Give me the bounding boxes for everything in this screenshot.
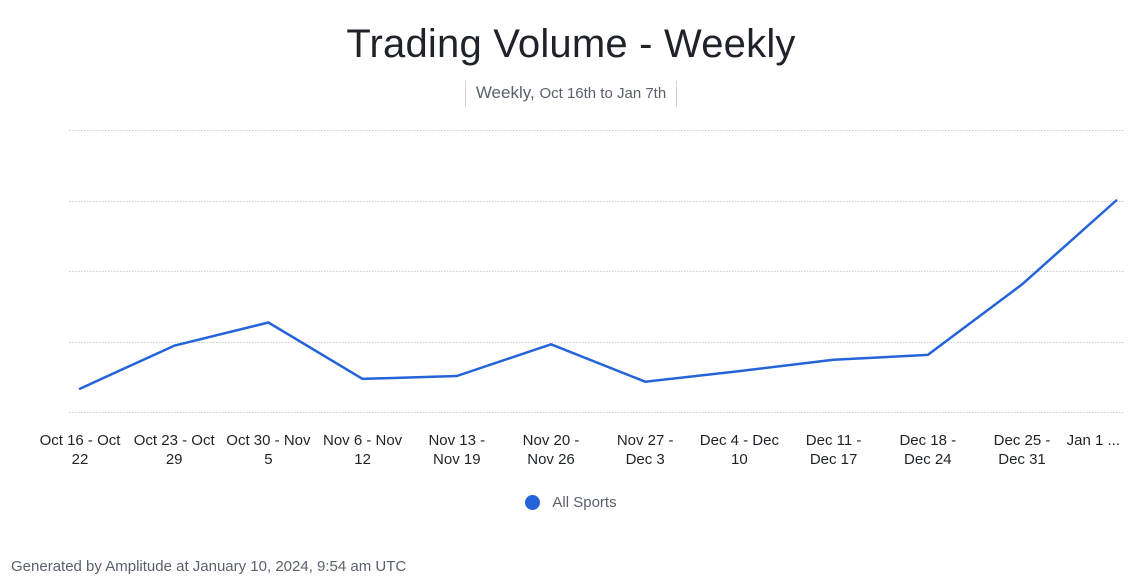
subtitle-wrapper: Weekly, Oct 16th to Jan 7th xyxy=(0,81,1142,107)
legend-marker-icon xyxy=(525,495,541,510)
x-tick-label-1: Oct 23 - Oct 29 xyxy=(134,432,216,468)
data-point-0[interactable] xyxy=(75,384,85,394)
data-point-5[interactable] xyxy=(546,339,556,349)
data-point-2[interactable] xyxy=(263,318,273,328)
chart-title: Trading Volume - Weekly xyxy=(346,22,796,66)
x-tick-label-8: Dec 11 -Dec 17 xyxy=(806,432,862,468)
x-tick-label-7: Dec 4 - Dec 10 xyxy=(700,432,780,468)
chart-legend: All Sports xyxy=(0,494,1142,514)
x-tick-label-2: Oct 30 - Nov 5 xyxy=(226,432,311,468)
subtitle-granularity: Weekly, xyxy=(475,83,535,102)
legend-label: All Sports xyxy=(552,494,617,511)
series-lines xyxy=(75,196,1121,394)
data-point-9[interactable] xyxy=(923,350,933,360)
data-point-10[interactable] xyxy=(1017,279,1027,289)
x-tick-label-11: Jan 1 ... xyxy=(1067,432,1120,449)
x-tick-label-3: Nov 6 - Nov 12 xyxy=(323,432,403,468)
data-point-3[interactable] xyxy=(358,374,368,384)
x-tick-label-0: Oct 16 - Oct 22 xyxy=(40,432,122,468)
data-point-8[interactable] xyxy=(829,355,839,365)
x-axis-ticks: Oct 16 - Oct 22 Oct 23 - Oct 29 Oct 30 - Nov… xyxy=(40,432,1120,468)
x-tick-label-10: Dec 25 -Dec 31 xyxy=(994,432,1051,468)
generated-footer: Generated by Amplitude at January 10, 20… xyxy=(11,558,407,575)
data-point-4[interactable] xyxy=(452,371,462,381)
legend-item-all-sports[interactable]: All Sports xyxy=(525,494,617,511)
series-line-0[interactable] xyxy=(78,199,1118,390)
data-point-6[interactable] xyxy=(640,377,650,387)
data-point-7[interactable] xyxy=(734,366,744,376)
chart-subtitle[interactable]: Weekly, Oct 16th to Jan 7th xyxy=(464,81,678,107)
x-tick-label-9: Dec 18 -Dec 24 xyxy=(899,432,956,468)
data-point-11[interactable] xyxy=(1111,196,1121,206)
x-tick-label-4: Nov 13 -Nov 19 xyxy=(428,432,485,468)
subtitle-date-range: Oct 16th to Jan 7th xyxy=(539,85,667,102)
x-tick-label-6: Nov 27 -Dec 3 xyxy=(617,432,674,468)
data-point-1[interactable] xyxy=(169,341,179,351)
gridlines xyxy=(69,130,1125,413)
x-tick-label-5: Nov 20 -Nov 26 xyxy=(523,432,580,468)
